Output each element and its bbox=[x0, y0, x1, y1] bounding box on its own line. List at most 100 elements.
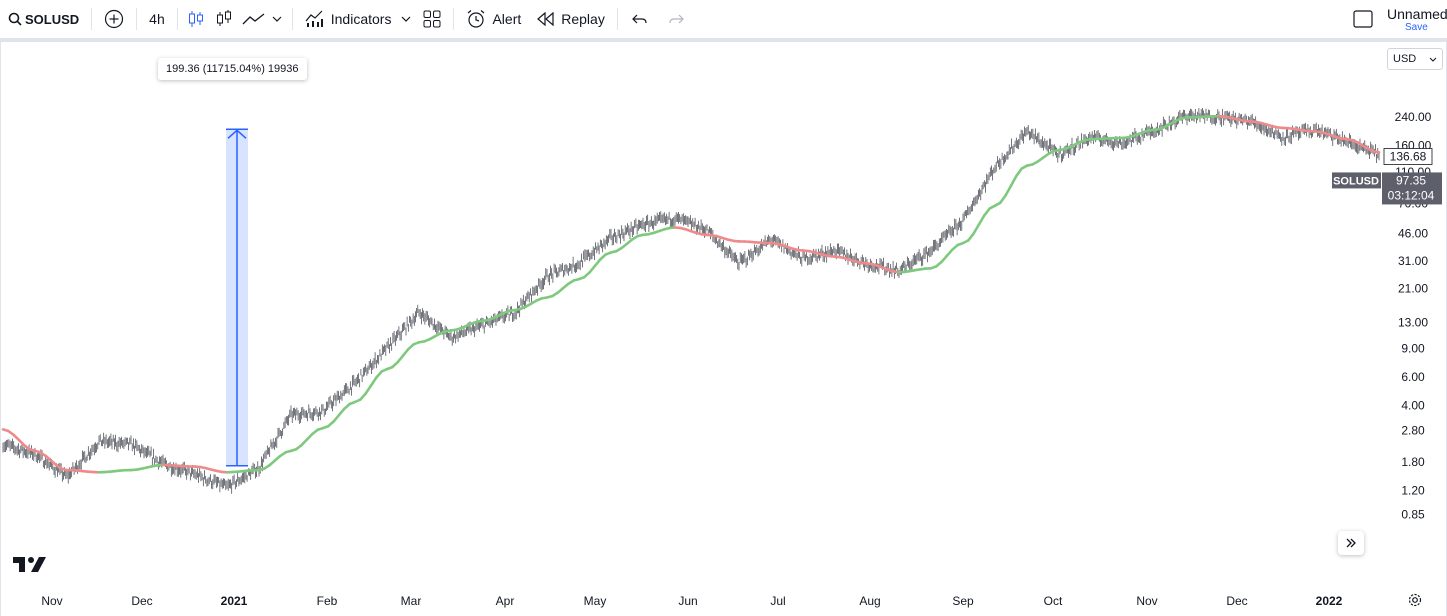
separator bbox=[616, 8, 618, 30]
redo-button[interactable] bbox=[658, 0, 694, 38]
time-tick-label: 2022 bbox=[1316, 594, 1343, 608]
symbol-badge-label: SOLUSD bbox=[1333, 175, 1379, 187]
templates-button[interactable] bbox=[417, 0, 449, 38]
moving-average-segment bbox=[588, 264, 597, 274]
candles-style-button[interactable] bbox=[182, 0, 210, 38]
save-link[interactable]: Save bbox=[1405, 21, 1428, 33]
time-tick-label: Jun bbox=[678, 594, 697, 608]
moving-average-segment bbox=[332, 413, 341, 423]
last-price-label-box bbox=[1382, 172, 1442, 205]
price-tick-label: 46.00 bbox=[1398, 226, 1428, 240]
candles-icon bbox=[188, 9, 204, 29]
time-tick-label: Apr bbox=[496, 594, 515, 608]
measure-tooltip-text: 199.36 (11715.04%) 19936 bbox=[166, 63, 299, 75]
separator bbox=[91, 8, 93, 30]
undo-icon bbox=[631, 13, 648, 25]
moving-average-segment bbox=[940, 254, 949, 264]
price-tick-label: 6.00 bbox=[1401, 370, 1425, 384]
interval-label: 4h bbox=[149, 11, 165, 27]
ma-price-label-box bbox=[1383, 148, 1433, 165]
chart-type-dropdown[interactable] bbox=[270, 0, 288, 38]
gear-icon bbox=[1407, 592, 1423, 608]
countdown-label: 03:12:04 bbox=[1388, 188, 1435, 202]
undo-button[interactable] bbox=[622, 0, 658, 38]
chart-settings-button[interactable] bbox=[1407, 592, 1423, 613]
chevron-down-icon bbox=[1429, 57, 1437, 62]
separator bbox=[291, 8, 293, 30]
moving-average-segment bbox=[369, 376, 378, 387]
layout-name: Unnamed bbox=[1387, 5, 1447, 22]
time-tick-label: Nov bbox=[1136, 594, 1157, 608]
price-tick-label: 240.00 bbox=[1395, 110, 1432, 124]
time-tick-label: Dec bbox=[131, 594, 152, 608]
hollow-candles-icon bbox=[216, 9, 232, 29]
measure-arrow-head bbox=[227, 129, 247, 139]
indicators-button[interactable]: Indicators bbox=[297, 0, 400, 38]
scroll-to-realtime-button[interactable] bbox=[1338, 531, 1364, 555]
compare-button[interactable] bbox=[96, 0, 132, 38]
alert-button[interactable]: Alert bbox=[458, 0, 529, 38]
time-tick-label: Mar bbox=[401, 594, 422, 608]
bars-style-button[interactable] bbox=[210, 0, 238, 38]
moving-average-segment bbox=[972, 223, 981, 235]
search-icon bbox=[8, 12, 22, 26]
time-tick-label: Nov bbox=[41, 594, 62, 608]
indicators-icon bbox=[305, 10, 325, 28]
replay-button[interactable]: Replay bbox=[529, 0, 613, 38]
price-tick-label: 21.00 bbox=[1398, 282, 1428, 296]
layout-icon[interactable] bbox=[1353, 10, 1373, 28]
moving-average-segment bbox=[982, 207, 992, 217]
redo-icon bbox=[668, 13, 684, 25]
chart-pane[interactable]: 240.00160.00110.0070.0046.0031.0021.0013… bbox=[0, 42, 1447, 616]
moving-average-segment bbox=[966, 232, 976, 242]
tradingview-logo[interactable] bbox=[13, 557, 47, 578]
moving-average-segment bbox=[945, 248, 954, 257]
price-tick-label: 31.00 bbox=[1398, 254, 1428, 268]
tradingview-logo-icon bbox=[13, 557, 46, 572]
symbol-search[interactable]: SOLUSD bbox=[0, 0, 87, 38]
moving-average-segment bbox=[358, 392, 368, 401]
moving-average-segment bbox=[374, 370, 384, 379]
price-bars bbox=[2, 108, 1380, 494]
last-price-label: 97.35 bbox=[1396, 173, 1426, 187]
price-tick-label: 0.85 bbox=[1401, 508, 1425, 522]
time-tick-label: Jul bbox=[770, 594, 785, 608]
symbol-label: SOLUSD bbox=[25, 11, 80, 27]
add-symbol-icon bbox=[104, 9, 124, 29]
line-style-button[interactable] bbox=[238, 0, 270, 38]
currency-select[interactable]: USD bbox=[1387, 48, 1443, 70]
measure-tooltip: 199.36 (11715.04%) 19936 bbox=[158, 58, 307, 80]
chevron-down-icon bbox=[401, 16, 411, 22]
moving-average-segment bbox=[396, 354, 405, 364]
separator bbox=[136, 8, 138, 30]
currency-value: USD bbox=[1393, 53, 1417, 65]
double-chevron-right-icon bbox=[1345, 538, 1357, 548]
indicators-dropdown[interactable] bbox=[399, 0, 417, 38]
moving-average-segment bbox=[1004, 184, 1013, 197]
price-tick-label: 13.00 bbox=[1398, 315, 1428, 329]
price-tick-label: 1.20 bbox=[1401, 483, 1425, 497]
layout-area: Unnamed Save bbox=[1353, 0, 1447, 38]
moving-average-segment bbox=[337, 407, 346, 417]
moving-average-segment bbox=[1009, 174, 1018, 187]
time-tick-label: May bbox=[584, 594, 607, 608]
ma-price-label: 136.68 bbox=[1390, 150, 1427, 164]
alarm-clock-icon bbox=[466, 9, 486, 29]
separator bbox=[176, 8, 178, 30]
moving-average-segment bbox=[998, 194, 1008, 205]
replay-label: Replay bbox=[561, 11, 605, 27]
rewind-icon bbox=[537, 12, 555, 26]
price-chart[interactable]: 240.00160.00110.0070.0046.0031.0021.0013… bbox=[1, 42, 1446, 616]
interval-button[interactable]: 4h bbox=[141, 0, 173, 38]
price-tick-label: 1.80 bbox=[1401, 455, 1425, 469]
moving-average-segment bbox=[1014, 167, 1024, 178]
time-tick-label: Oct bbox=[1044, 594, 1063, 608]
price-tick-label: 4.00 bbox=[1401, 398, 1425, 412]
separator bbox=[453, 8, 455, 30]
symbol-badge-box bbox=[1332, 172, 1381, 189]
price-tick-label: 9.00 bbox=[1401, 341, 1425, 355]
layout-name-button[interactable]: Unnamed Save bbox=[1387, 6, 1447, 33]
moving-average-segment bbox=[364, 384, 373, 395]
time-tick-label: Sep bbox=[952, 594, 974, 608]
alert-label: Alert bbox=[492, 11, 522, 27]
